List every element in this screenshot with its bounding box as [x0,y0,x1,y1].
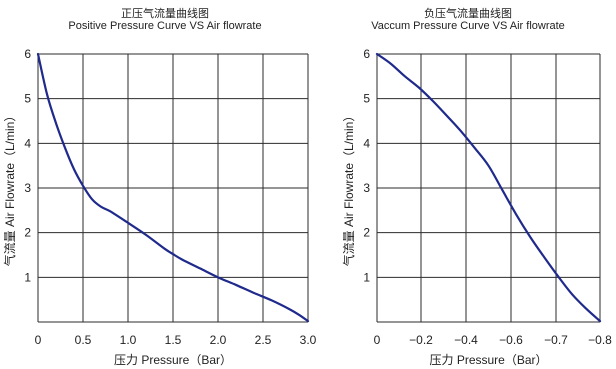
y-tick-label: 2 [363,226,370,240]
y-tick-label: 4 [363,136,370,150]
chart-title: 正压气流量曲线图 [121,6,209,20]
y-tick-label: 5 [24,92,31,106]
x-tick-label: 2.5 [255,333,272,347]
x-axis-label: 压力 Pressure（Bar） [114,353,232,367]
chart-title: 负压气流量曲线图 [424,6,512,20]
y-axis-label: 气流量 Air Flowrate（L/min） [341,110,356,267]
y-tick-label: 5 [363,92,370,106]
y-tick-label: 2 [24,226,31,240]
chart-subtitle: Positive Pressure Curve VS Air flowrate [68,20,261,32]
x-tick-label: −0.4 [454,333,478,347]
x-tick-label: −0.2 [409,333,433,347]
chart-subtitle: Vaccum Pressure Curve VS Air flowrate [371,20,565,32]
x-axis-label: 压力 Pressure（Bar） [429,353,547,367]
x-tick-label: 1.0 [120,333,137,347]
y-tick-label: 3 [24,181,31,195]
x-tick-label: −0.7 [544,333,568,347]
y-tick-label: 3 [363,181,370,195]
y-tick-label: 4 [24,136,31,150]
series-line [36,52,310,323]
x-tick-label: 2.0 [210,333,227,347]
x-tick-label: 0 [374,333,381,347]
x-tick-label: 1.5 [165,333,182,347]
x-tick-label: 0 [35,333,42,347]
y-tick-label: 1 [363,270,370,284]
y-tick-label: 6 [24,47,31,61]
x-tick-label: 3.0 [300,333,317,347]
series-line [375,52,602,323]
y-tick-label: 6 [363,47,370,61]
x-tick-label: 0.5 [75,333,92,347]
x-tick-label: −0.6 [499,333,523,347]
y-tick-label: 1 [24,270,31,284]
y-axis-label: 气流量 Air Flowrate（L/min） [2,110,17,267]
x-tick-label: −0.8 [588,333,612,347]
